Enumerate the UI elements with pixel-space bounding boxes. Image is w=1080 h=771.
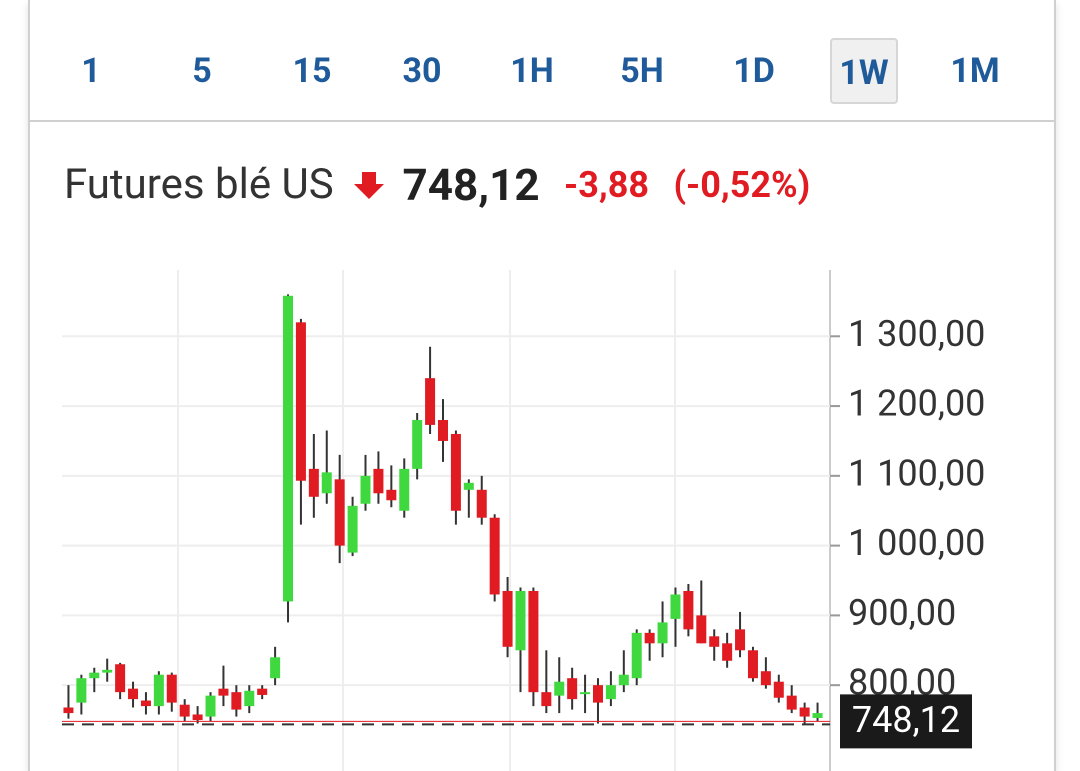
timeframe-tab[interactable]: 1H — [510, 51, 554, 91]
last-price-box — [840, 694, 972, 749]
candle-body — [270, 657, 281, 679]
candle-body — [605, 685, 616, 700]
timeframe-tab[interactable]: 15 — [292, 51, 332, 91]
candle-body — [799, 707, 810, 717]
timeframe-tab[interactable]: 1D — [733, 51, 775, 91]
candle-body — [295, 322, 306, 481]
candle-body — [360, 475, 371, 504]
last-price: 748,12 — [402, 158, 540, 211]
candle-body — [773, 681, 784, 698]
candle-body — [528, 590, 539, 693]
quote-header: Futures blé US 748,12 -3,88 (-0,52%) — [64, 158, 811, 218]
candle-body — [463, 482, 474, 490]
candle-body — [218, 688, 229, 696]
candle-body — [89, 672, 100, 679]
candle-body — [450, 433, 461, 511]
y-tick-label: 1 300,00 — [848, 313, 985, 355]
candle-body — [308, 468, 319, 497]
candle-body — [735, 629, 746, 651]
candle-body — [257, 688, 268, 695]
candle-body — [412, 420, 423, 469]
candle-body — [192, 714, 203, 721]
candle-body — [657, 622, 668, 644]
candle-body — [334, 479, 345, 546]
candle-body — [231, 692, 242, 710]
y-tick-label: 1 100,00 — [848, 452, 985, 494]
down-arrow-icon — [354, 171, 385, 199]
candle-body — [386, 489, 397, 501]
candle-body — [205, 695, 216, 717]
candle-body — [747, 650, 758, 679]
candle-body — [631, 632, 642, 679]
candle-body — [709, 636, 720, 647]
y-tick-label: 1 200,00 — [848, 383, 985, 425]
instrument-title: Futures blé US — [64, 160, 334, 210]
candle-body — [580, 692, 591, 695]
candle-body — [502, 590, 513, 647]
y-tick-label: 1 000,00 — [848, 522, 985, 564]
candle-body — [76, 678, 87, 703]
last-price-label: 748,12 — [852, 699, 960, 741]
candle-body — [554, 681, 565, 696]
candle-body — [140, 700, 151, 707]
candle-body — [541, 692, 552, 707]
price-change: -3,88 — [564, 163, 650, 206]
timeframe-tab[interactable]: 1M — [950, 51, 1000, 91]
candle-body — [760, 671, 771, 686]
y-tick-label: 900,00 — [848, 592, 956, 634]
candle-body — [489, 517, 500, 595]
candle-body — [244, 690, 255, 707]
candle-body — [644, 632, 655, 644]
candle-body — [115, 664, 126, 693]
candle-body — [786, 695, 797, 710]
price-change-percent: (-0,52%) — [673, 163, 811, 206]
candle-body — [373, 468, 384, 494]
candle-body — [438, 420, 448, 441]
candle-body — [683, 590, 694, 630]
candle-body — [618, 674, 629, 686]
candle-body — [722, 643, 733, 661]
candle-body — [567, 678, 578, 700]
candle-body — [425, 378, 436, 425]
candle-body — [399, 468, 410, 511]
candle-body — [321, 472, 332, 494]
candle-body — [696, 615, 707, 644]
candle-body — [670, 594, 681, 619]
candle-body — [347, 505, 358, 553]
timeframe-tab[interactable]: 1W — [830, 38, 898, 104]
candle-body — [63, 707, 74, 714]
candle-body — [102, 669, 113, 673]
candle-body — [153, 674, 164, 707]
candle-body — [812, 713, 823, 718]
timeframe-tab[interactable]: 5H — [620, 51, 664, 91]
timeframe-tabs: 1 5 15 30 1H 5H 1D 1W 1M — [30, 0, 1054, 122]
candle-body — [592, 685, 603, 703]
timeframe-tab[interactable]: 30 — [402, 51, 442, 91]
timeframe-tab[interactable]: 5 — [192, 51, 212, 91]
widget-card: 1 5 15 30 1H 5H 1D 1W 1M Futures blé US 748,12 -… — [28, 0, 1056, 771]
timeframe-tab[interactable]: 1 — [81, 51, 101, 91]
candle-body — [283, 295, 294, 602]
candle-body — [166, 674, 177, 703]
candle-body — [476, 489, 487, 518]
candle-body — [179, 704, 190, 717]
candle-body — [128, 688, 139, 700]
candle-body — [515, 590, 526, 651]
